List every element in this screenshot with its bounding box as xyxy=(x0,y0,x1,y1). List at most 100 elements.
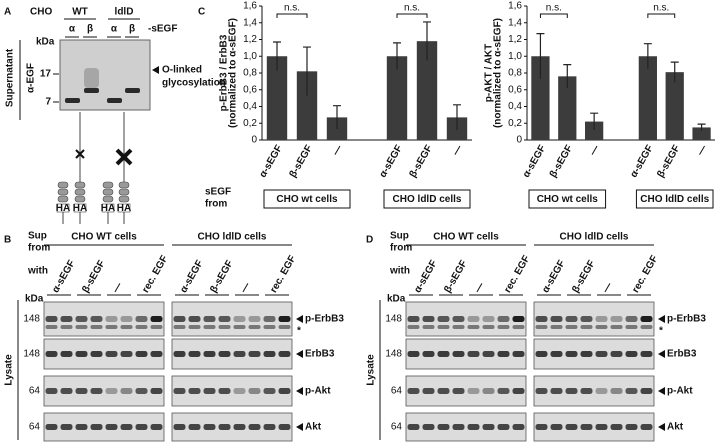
band xyxy=(105,424,118,430)
band xyxy=(535,388,548,394)
band xyxy=(90,325,103,329)
band xyxy=(45,351,58,357)
band xyxy=(497,325,510,329)
band xyxy=(625,316,638,322)
band xyxy=(263,351,276,357)
x-tick-label: β-sEGF xyxy=(288,143,315,179)
lane-label: α-sEGF xyxy=(540,258,567,294)
mw-marker: 64 xyxy=(29,386,41,397)
band xyxy=(482,424,495,430)
x-tick-label: α-sEGF xyxy=(378,143,405,179)
bar xyxy=(416,41,438,140)
band xyxy=(120,424,133,430)
band xyxy=(107,98,122,103)
bar xyxy=(558,76,577,140)
band xyxy=(75,325,88,329)
kda-label: kDa xyxy=(25,294,44,305)
band xyxy=(482,325,495,329)
group-box xyxy=(528,189,607,209)
band xyxy=(278,351,291,357)
error-bar xyxy=(697,123,706,131)
band xyxy=(278,325,291,329)
band xyxy=(407,388,420,394)
band xyxy=(263,325,276,329)
y-tick-label: 0,6 xyxy=(508,84,522,95)
mw-marker: 7 xyxy=(45,97,51,108)
x-tick-label: α-sEGF xyxy=(628,143,655,179)
lane-label: — xyxy=(472,281,487,295)
band xyxy=(640,325,653,329)
y-tick-label: 0,2 xyxy=(508,118,522,129)
mw-marker: 148 xyxy=(385,314,402,325)
band xyxy=(278,316,291,322)
band xyxy=(610,351,623,357)
lane-label: rec. EGF xyxy=(140,254,170,295)
band xyxy=(60,424,73,430)
band xyxy=(640,424,653,430)
band xyxy=(150,424,163,430)
x-tick-label: — xyxy=(588,143,603,157)
band xyxy=(580,325,593,329)
lane-label: β xyxy=(129,24,135,35)
band xyxy=(580,424,593,430)
row-label: with xyxy=(27,266,48,277)
mw-marker: 148 xyxy=(23,314,40,325)
significance-bracket xyxy=(647,13,676,18)
band xyxy=(150,325,163,329)
arrowhead xyxy=(296,387,303,395)
band xyxy=(203,388,216,394)
band xyxy=(203,424,216,430)
band xyxy=(135,316,148,322)
band xyxy=(150,316,163,322)
panel-letter: D xyxy=(366,235,373,246)
band xyxy=(610,388,623,394)
band xyxy=(105,325,118,329)
band xyxy=(565,325,578,329)
band xyxy=(580,316,593,322)
tag-label: HA xyxy=(73,203,87,214)
band xyxy=(218,325,231,329)
group-label: CHO ldlD cells xyxy=(198,232,267,243)
band xyxy=(422,325,435,329)
band xyxy=(60,316,73,322)
receptor-domain xyxy=(57,188,69,196)
annotation: glycosylation xyxy=(162,78,226,89)
bar xyxy=(531,56,550,140)
lane-label: β-sEGF xyxy=(442,259,469,295)
cell-type: CHO xyxy=(30,7,52,18)
band xyxy=(595,325,608,329)
band xyxy=(248,388,261,394)
band xyxy=(90,316,103,322)
y-axis-title: p-AKT / AKT xyxy=(484,44,495,103)
band xyxy=(535,351,548,357)
band xyxy=(512,388,525,394)
band xyxy=(535,325,548,329)
band xyxy=(65,98,80,103)
lane-label: α xyxy=(111,24,118,35)
band xyxy=(497,316,510,322)
group-label: CHO wt cells xyxy=(537,194,599,205)
mw-marker: 64 xyxy=(391,422,403,433)
band xyxy=(248,316,261,322)
receptor-domain xyxy=(57,195,69,203)
band xyxy=(640,388,653,394)
significance-bracket xyxy=(396,13,428,18)
error-bar xyxy=(590,112,599,130)
group-label: CHO WT cells xyxy=(71,232,137,243)
error-bar xyxy=(670,61,679,83)
band xyxy=(610,316,623,322)
band xyxy=(467,316,480,322)
band xyxy=(512,325,525,329)
asterisk: * xyxy=(659,326,663,337)
mw-marker: 148 xyxy=(23,349,40,360)
x-tick-label: α-sEGF xyxy=(521,143,548,179)
row-label: Sup xyxy=(28,231,47,242)
band xyxy=(125,88,140,93)
arrowhead xyxy=(296,315,303,323)
x-tick-label: — xyxy=(330,143,345,157)
lane-label: β xyxy=(87,24,93,35)
band xyxy=(75,388,88,394)
kda-label: kDa xyxy=(387,294,406,305)
panel-letter: A xyxy=(4,7,11,18)
error-bar xyxy=(333,105,341,130)
